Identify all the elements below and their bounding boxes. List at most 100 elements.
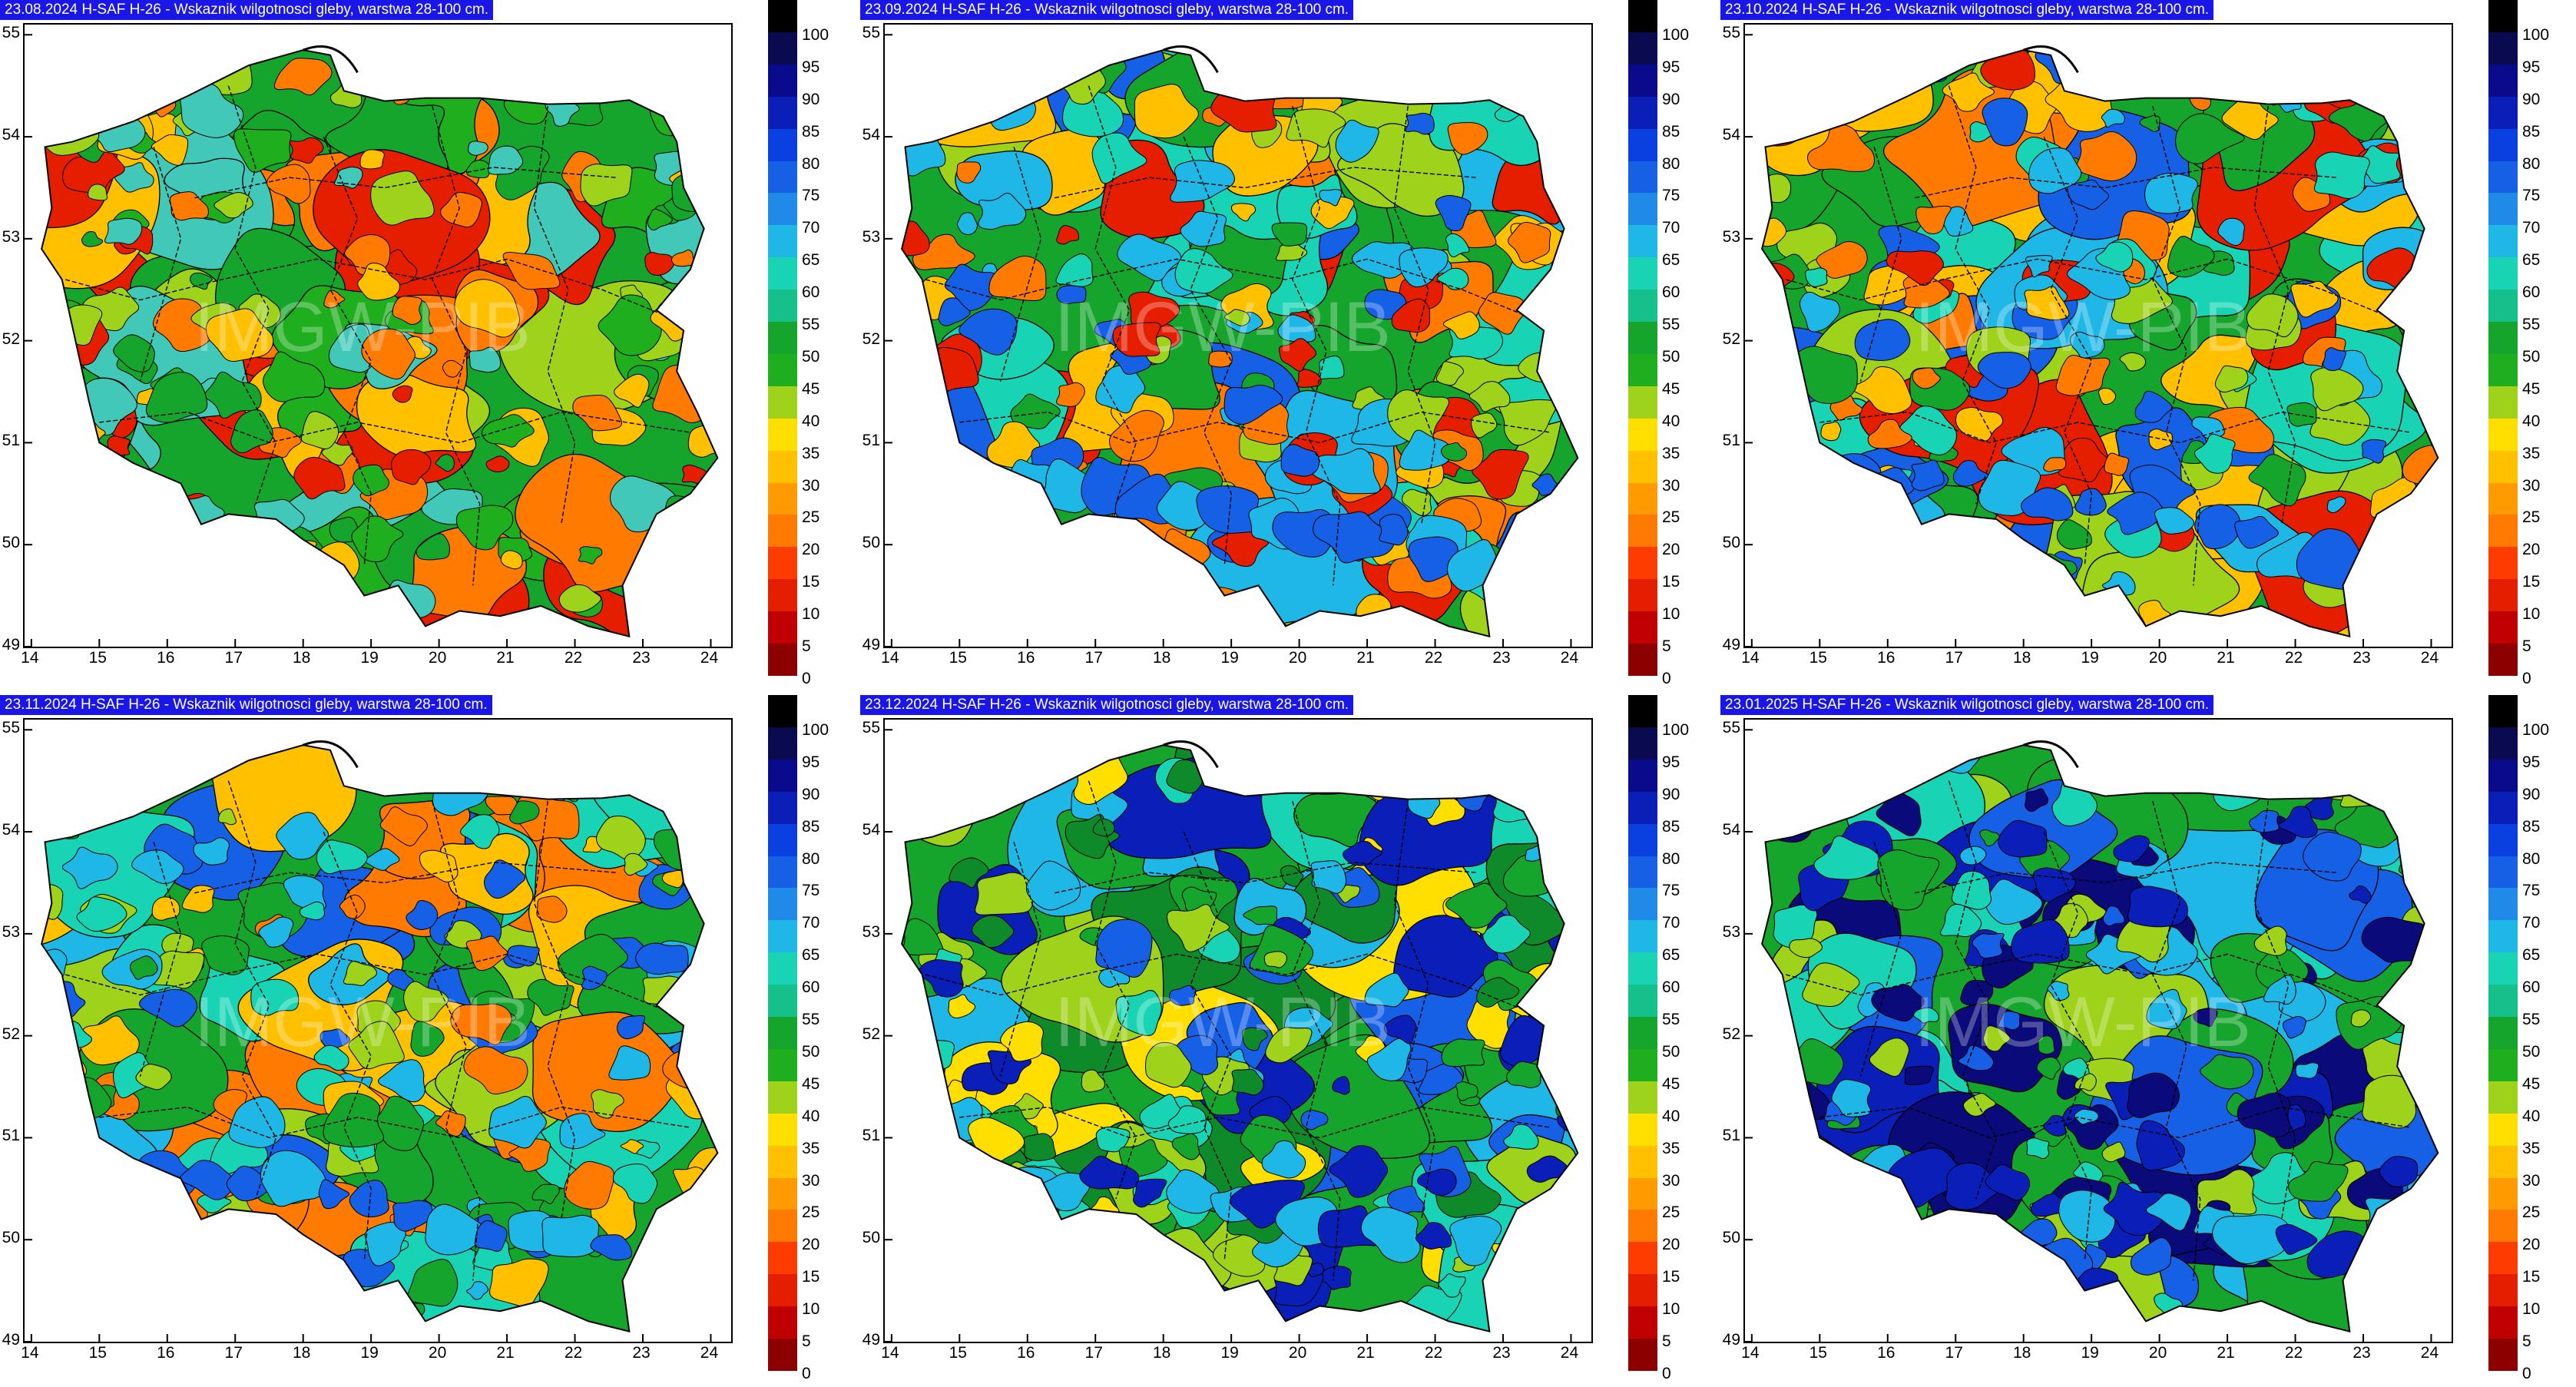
colorbar-swatch bbox=[768, 1177, 797, 1210]
moisture-contour bbox=[2025, 255, 2053, 278]
moisture-contour bbox=[978, 193, 1027, 230]
moisture-contour bbox=[1762, 174, 1792, 204]
moisture-contour bbox=[466, 1281, 489, 1300]
x-tick-label: 16 bbox=[1877, 1344, 1896, 1362]
moisture-contour bbox=[1383, 50, 1426, 78]
colorbar-swatch bbox=[768, 695, 797, 728]
soil-moisture-map: IMGW-PIB bbox=[885, 729, 1579, 1342]
moisture-contour bbox=[1823, 523, 1879, 584]
x-tick-label: 23 bbox=[1492, 1344, 1511, 1362]
moisture-contour bbox=[416, 533, 450, 561]
province-border bbox=[432, 106, 481, 586]
moisture-contour bbox=[1764, 1162, 1817, 1207]
y-tick-label: 55 bbox=[1722, 719, 1740, 737]
moisture-contour bbox=[1792, 564, 1853, 615]
moisture-field bbox=[41, 745, 718, 1332]
province-border bbox=[925, 258, 1538, 321]
moisture-contour bbox=[1313, 511, 1396, 564]
colorbar bbox=[1628, 0, 1657, 677]
x-tick-label: 15 bbox=[949, 649, 967, 667]
moisture-contour bbox=[1387, 389, 1449, 447]
province-border bbox=[2152, 106, 2201, 586]
colorbar-swatch bbox=[1628, 1113, 1657, 1147]
y-tick-label: 54 bbox=[1722, 126, 1740, 144]
moisture-contour bbox=[1915, 205, 1952, 234]
moisture-contour bbox=[2167, 236, 2215, 278]
colorbar-swatch bbox=[2488, 353, 2518, 387]
province-border bbox=[2253, 106, 2296, 525]
colorbar-swatch bbox=[768, 1017, 797, 1050]
moisture-contour bbox=[1278, 338, 1317, 372]
moisture-contour bbox=[1442, 311, 1480, 339]
colorbar-swatch bbox=[2488, 759, 2518, 793]
colorbar-label: 25 bbox=[1662, 1203, 1680, 1222]
moisture-contour bbox=[1000, 1021, 1044, 1062]
moisture-contour bbox=[1958, 1044, 1995, 1071]
moisture-contour bbox=[683, 981, 718, 1018]
moisture-contour bbox=[299, 901, 325, 921]
moisture-contour bbox=[1790, 346, 1858, 405]
moisture-contour bbox=[1383, 1015, 1417, 1044]
panel-title: 23.09.2024 H-SAF H-26 - Wskaznik wilgotn… bbox=[860, 0, 1354, 20]
colorbar-label: 55 bbox=[2522, 1011, 2541, 1029]
colorbar-swatch bbox=[768, 791, 797, 825]
moisture-contour bbox=[1399, 429, 1453, 471]
moisture-contour bbox=[590, 1234, 633, 1261]
colorbar-swatch bbox=[768, 290, 797, 323]
moisture-contour bbox=[2127, 1072, 2180, 1118]
moisture-contour bbox=[67, 1157, 124, 1193]
moisture-contour bbox=[2401, 111, 2439, 162]
colorbar-label: 70 bbox=[1662, 914, 1680, 932]
colorbar-swatch bbox=[2488, 985, 2518, 1018]
moisture-contour bbox=[2349, 885, 2372, 904]
moisture-contour bbox=[392, 1200, 433, 1232]
colorbar-label: 75 bbox=[2522, 882, 2541, 900]
moisture-contour bbox=[1117, 233, 1182, 282]
moisture-contour bbox=[2343, 558, 2405, 604]
moisture-contour bbox=[63, 1152, 107, 1197]
x-tick-label: 17 bbox=[1945, 1344, 1963, 1362]
y-tick-label: 53 bbox=[1722, 922, 1740, 941]
moisture-contour bbox=[949, 857, 989, 889]
colorbar-swatch bbox=[2488, 1017, 2518, 1050]
moisture-contour bbox=[2282, 1016, 2306, 1039]
moisture-contour bbox=[1951, 870, 1992, 910]
hel-peninsula bbox=[2023, 45, 2079, 74]
colorbar-swatch bbox=[2488, 1048, 2518, 1082]
x-tick-label: 24 bbox=[700, 649, 719, 667]
moisture-contour bbox=[957, 212, 978, 235]
moisture-contour bbox=[1959, 846, 1987, 866]
colorbar-swatch bbox=[768, 1306, 797, 1339]
colorbar bbox=[768, 0, 797, 677]
moisture-contour bbox=[1820, 421, 1842, 442]
province-border bbox=[1393, 801, 1436, 1220]
colorbar-swatch bbox=[2488, 96, 2518, 130]
x-tick-label: 19 bbox=[2081, 649, 2099, 667]
moisture-contour bbox=[954, 1181, 987, 1207]
moisture-contour bbox=[2290, 280, 2339, 318]
moisture-contour bbox=[1816, 241, 1868, 279]
colorbar-swatch bbox=[2488, 547, 2518, 580]
soil-moisture-map: IMGW-PIB bbox=[25, 729, 719, 1342]
moisture-contour bbox=[1940, 903, 1982, 938]
moisture-contour bbox=[2418, 344, 2439, 360]
moisture-contour bbox=[190, 272, 213, 290]
province-border bbox=[2253, 801, 2296, 1220]
moisture-contour bbox=[41, 476, 190, 608]
moisture-contour bbox=[250, 978, 300, 1016]
colorbar-label: 100 bbox=[2522, 720, 2550, 739]
colorbar-label: 30 bbox=[2522, 1171, 2541, 1190]
colorbar-label: 10 bbox=[802, 605, 820, 624]
colorbar-swatch bbox=[768, 128, 797, 161]
moisture-contour bbox=[1790, 476, 1828, 508]
colorbar-label: 10 bbox=[2522, 605, 2541, 624]
moisture-contour bbox=[1170, 160, 1235, 203]
moisture-contour bbox=[578, 546, 603, 564]
y-tick-label: 51 bbox=[1722, 432, 1740, 450]
y-tick-label: 52 bbox=[2, 1025, 20, 1043]
moisture-contour bbox=[1980, 50, 2036, 91]
colorbar-swatch bbox=[2488, 791, 2518, 825]
moisture-contour bbox=[697, 95, 718, 117]
colorbar-label: 50 bbox=[2522, 1042, 2541, 1061]
moisture-contour bbox=[41, 884, 64, 920]
